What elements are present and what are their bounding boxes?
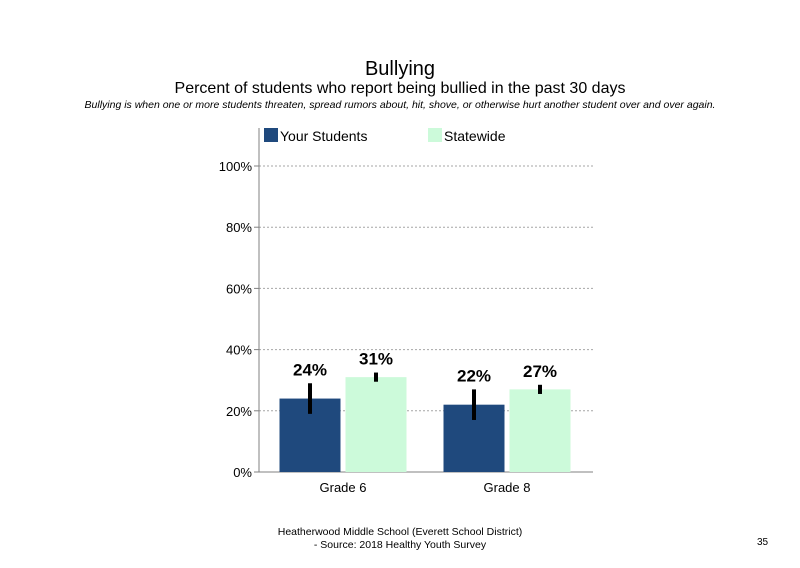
y-tick-label: 60% <box>226 281 252 296</box>
x-tick-label: Grade 6 <box>320 480 367 495</box>
y-tick-label: 0% <box>233 465 252 480</box>
bar <box>509 389 571 472</box>
data-label: 31% <box>359 350 393 369</box>
y-tick-label: 20% <box>226 404 252 419</box>
page-number: 35 <box>757 537 769 548</box>
y-tick-label: 40% <box>226 343 252 358</box>
chart-subtitle: Percent of students who report being bul… <box>174 80 626 97</box>
legend-swatch <box>264 128 278 142</box>
y-tick-label: 80% <box>226 220 252 235</box>
footer: Heatherwood Middle School (Everett Schoo… <box>0 526 800 552</box>
legend-label: Statewide <box>444 128 506 144</box>
legend-swatch <box>428 128 442 142</box>
footer-school: Heatherwood Middle School (Everett Schoo… <box>277 526 523 538</box>
x-tick-label: Grade 8 <box>484 480 531 495</box>
bar <box>345 377 407 472</box>
data-label: 27% <box>523 362 557 381</box>
legend-label: Your Students <box>280 128 367 144</box>
y-tick-label: 100% <box>219 159 253 174</box>
data-label: 22% <box>457 366 491 385</box>
chart-title: Bullying <box>364 58 436 80</box>
footer-source: - Source: 2018 Healthy Youth Survey <box>313 539 487 551</box>
data-label: 24% <box>293 360 327 379</box>
definition-note: Bullying is when one or more students th… <box>84 99 716 111</box>
